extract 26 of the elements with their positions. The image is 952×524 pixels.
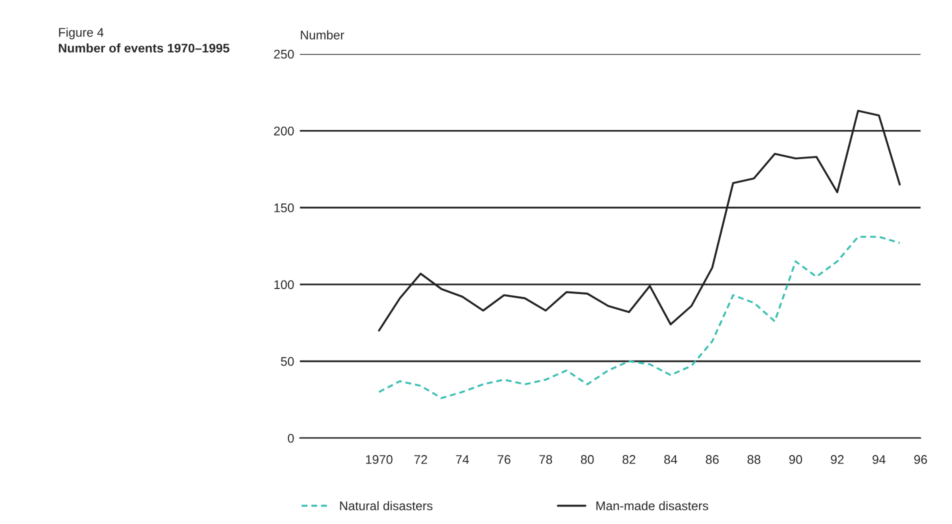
x-tick-label: 80 bbox=[580, 455, 594, 464]
legend-label: Natural disasters bbox=[340, 501, 432, 510]
y-tick-label: 100 bbox=[274, 280, 294, 290]
x-tick-label: 1970 bbox=[366, 455, 392, 464]
x-tick-label: 90 bbox=[789, 455, 802, 464]
y-tick-label: 0 bbox=[288, 434, 294, 443]
x-tick-label: 86 bbox=[706, 455, 719, 464]
x-tick-label: 92 bbox=[830, 455, 844, 464]
text: Number of events 1970–1995 bbox=[58, 43, 230, 53]
y-tick-label: 50 bbox=[280, 357, 294, 366]
line-series bbox=[378, 236, 901, 400]
x-tick-label: 94 bbox=[872, 455, 886, 464]
legend-label: Man-made disasters bbox=[596, 501, 708, 510]
x-tick-label: 74 bbox=[456, 455, 469, 464]
x-tick-label: 78 bbox=[539, 455, 552, 464]
y-axis-title: Number bbox=[300, 30, 344, 40]
y-tick-label: 250 bbox=[274, 50, 294, 59]
x-tick-label: 88 bbox=[748, 455, 760, 464]
x-tick-label: 96 bbox=[914, 455, 927, 464]
x-tick-label: 76 bbox=[498, 455, 510, 464]
text: Figure 4 bbox=[59, 28, 104, 40]
x-tick-label: 84 bbox=[664, 455, 678, 464]
y-tick-label: 200 bbox=[274, 126, 294, 136]
y-tick-label: 150 bbox=[274, 203, 294, 212]
x-tick-label: 72 bbox=[414, 455, 428, 464]
x-tick-label: 82 bbox=[622, 455, 636, 464]
